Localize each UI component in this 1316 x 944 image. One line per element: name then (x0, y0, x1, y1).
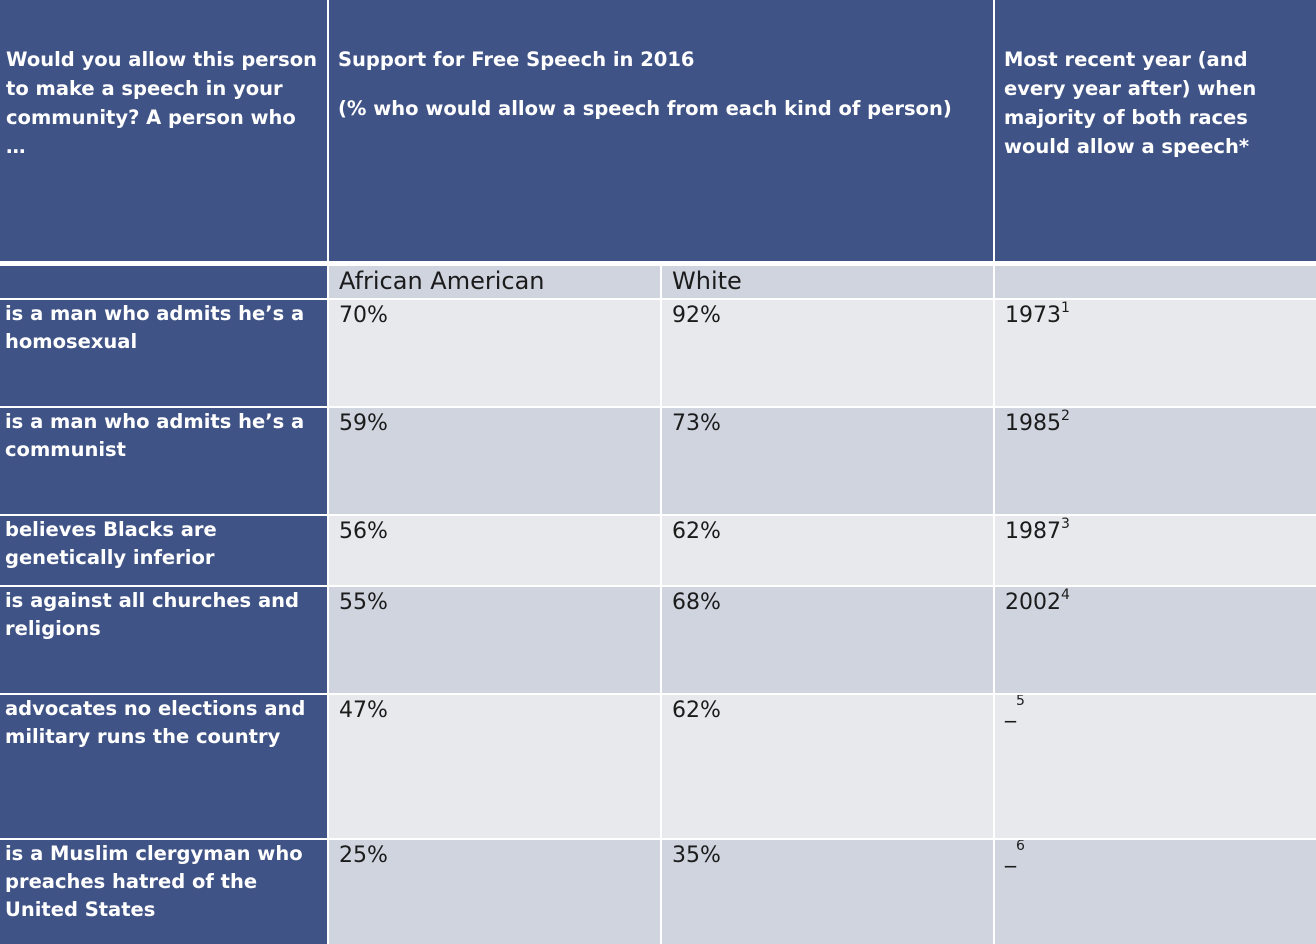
cell-african-american: 47% (329, 695, 660, 838)
value-white: 62% (672, 519, 721, 544)
subheader-col2-label: White (672, 267, 742, 295)
footnote-marker: 2 (1061, 408, 1070, 424)
subheader-col1-label: African American (339, 267, 545, 295)
cell-year: 20024 (995, 587, 1316, 693)
header-question: Would you allow this person to make a sp… (6, 48, 318, 158)
cell-african-american: 59% (329, 408, 660, 514)
row-label: believes Blacks are genetically inferior (5, 518, 217, 569)
value-african-american: 70% (339, 303, 388, 328)
footnote-marker: 1 (1061, 300, 1070, 316)
cell-year: 19873 (995, 516, 1316, 585)
value-african-american: 47% (339, 698, 388, 723)
cell-white: 62% (662, 695, 993, 838)
header-support-cell: Support for Free Speech in 2016 (% who w… (329, 0, 993, 261)
cell-white: 92% (662, 300, 993, 406)
cell-african-american: 70% (329, 300, 660, 406)
cell-african-american: 25% (329, 840, 660, 944)
row-label: is against all churches and religions (5, 589, 299, 640)
value-african-american: 59% (339, 411, 388, 436)
cell-white: 73% (662, 408, 993, 514)
subheader-year (995, 266, 1316, 298)
row-label-cell: advocates no elections and military runs… (0, 695, 327, 838)
value-white: 68% (672, 590, 721, 615)
value-african-american: 56% (339, 519, 388, 544)
header-question-cell: Would you allow this person to make a sp… (0, 0, 327, 261)
header-recent-year-cell: Most recent year (and every year after) … (995, 0, 1316, 261)
subheader-african-american: African American (329, 266, 660, 298)
cell-white: 68% (662, 587, 993, 693)
cell-african-american: 56% (329, 516, 660, 585)
cell-white: 62% (662, 516, 993, 585)
value-year: 2002 (1005, 590, 1061, 615)
row-label: is a man who admits he’s a communist (5, 410, 305, 461)
value-year: 1987 (1005, 519, 1061, 544)
footnote-marker: 5 (1016, 695, 1025, 709)
cell-year: 19731 (995, 300, 1316, 406)
value-white: 35% (672, 843, 721, 868)
row-label-cell: is a man who admits he’s a homosexual (0, 300, 327, 406)
subheader-white: White (662, 266, 993, 298)
value-year: _ (1005, 698, 1016, 723)
cell-african-american: 55% (329, 587, 660, 693)
value-african-american: 25% (339, 843, 388, 868)
cell-white: 35% (662, 840, 993, 944)
value-white: 73% (672, 411, 721, 436)
footnote-marker: 6 (1016, 840, 1025, 854)
row-label-cell: is a Muslim clergyman who preaches hatre… (0, 840, 327, 944)
row-label-cell: believes Blacks are genetically inferior (0, 516, 327, 585)
subheader-blank-cell (0, 266, 327, 298)
cell-year: 19852 (995, 408, 1316, 514)
value-year: _ (1005, 843, 1016, 868)
row-label: advocates no elections and military runs… (5, 697, 306, 748)
cell-year: _6 (995, 840, 1316, 944)
value-white: 62% (672, 698, 721, 723)
row-label-cell: is against all churches and religions (0, 587, 327, 693)
value-year: 1973 (1005, 303, 1061, 328)
header-support-note: (% who would allow a speech from each ki… (338, 97, 952, 120)
footnote-marker: 3 (1061, 516, 1070, 532)
value-white: 92% (672, 303, 721, 328)
footnote-marker: 4 (1061, 587, 1070, 603)
header-recent-year: Most recent year (and every year after) … (1004, 48, 1257, 158)
row-label: is a Muslim clergyman who preaches hatre… (5, 842, 303, 921)
row-label-cell: is a man who admits he’s a communist (0, 408, 327, 514)
value-african-american: 55% (339, 590, 388, 615)
header-support-title: Support for Free Speech in 2016 (338, 48, 695, 71)
value-year: 1985 (1005, 411, 1061, 436)
row-label: is a man who admits he’s a homosexual (5, 302, 305, 353)
cell-year: _5 (995, 695, 1316, 838)
